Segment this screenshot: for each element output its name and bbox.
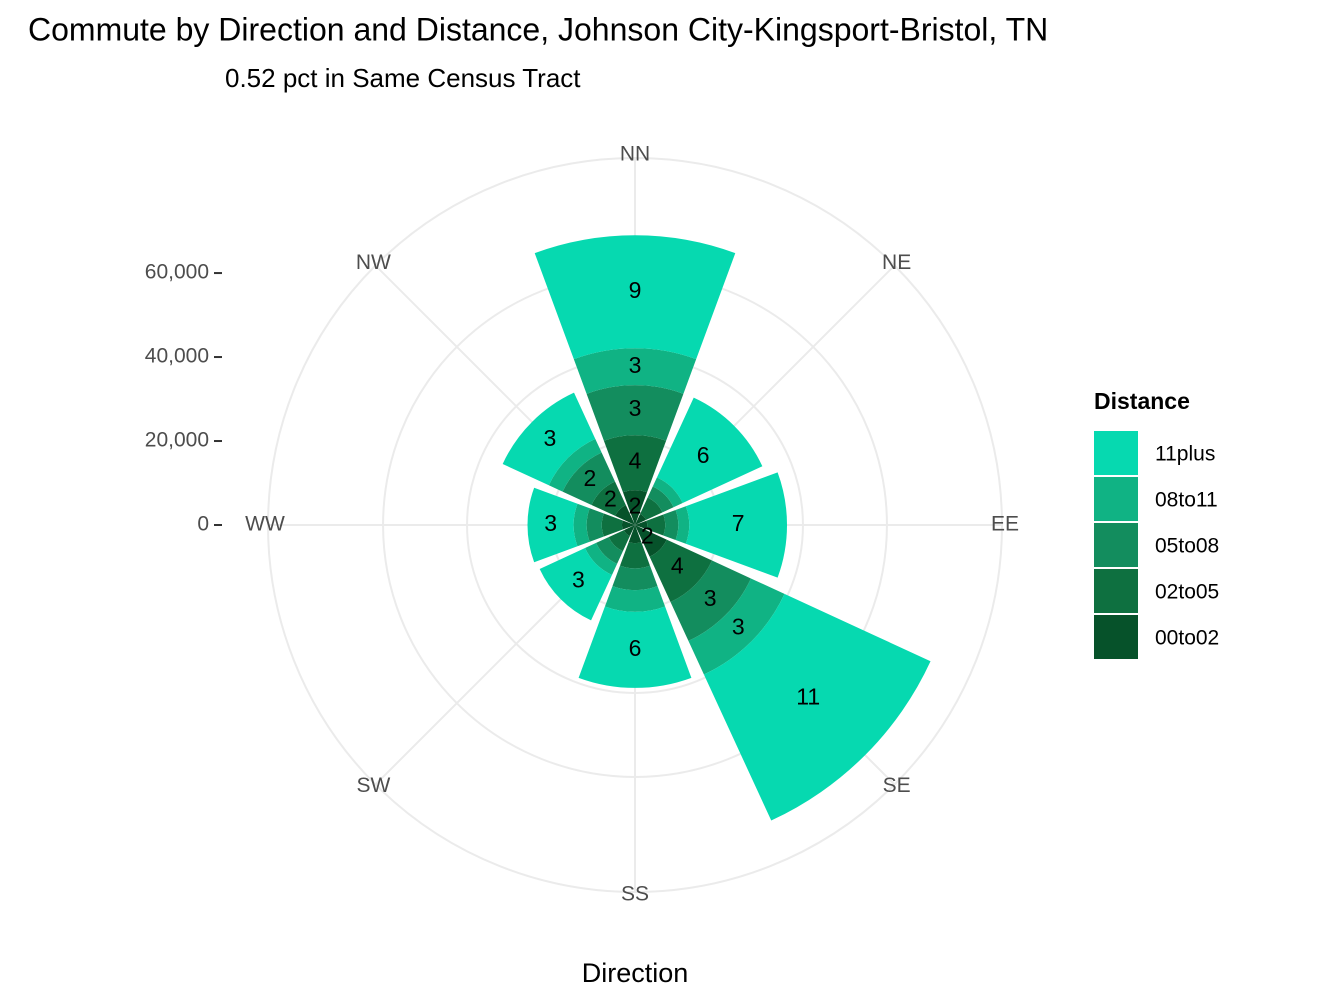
direction-label: SS (621, 883, 649, 906)
wedge-segment (615, 505, 635, 525)
wedge-segment (670, 560, 751, 641)
wedge-segment (628, 525, 642, 544)
wedge-segment (646, 514, 666, 536)
data-label: 2 (583, 465, 596, 491)
y-tick-label: 0 (197, 513, 209, 536)
wedge-segment (685, 472, 788, 578)
direction-label: EE (991, 513, 1019, 536)
data-label: 9 (629, 277, 642, 303)
direction-label: WW (245, 513, 285, 536)
wedge-segment (635, 513, 647, 525)
data-label: 2 (629, 493, 642, 519)
wedge-segment (573, 503, 590, 547)
legend-swatch (1094, 477, 1138, 521)
data-label: 3 (732, 613, 745, 639)
wedge-segment (635, 520, 648, 530)
wedge-segment (608, 530, 630, 552)
legend-swatch (1094, 523, 1138, 567)
wedge-segment (601, 513, 623, 537)
wedge-segment (586, 508, 604, 542)
legend-swatch (1094, 615, 1138, 659)
wedge-segment (578, 606, 692, 688)
wedge-segment (688, 578, 785, 675)
wedge-segment (604, 586, 666, 612)
data-label: 3 (704, 585, 717, 611)
legend-label: 02to05 (1155, 581, 1219, 604)
wedge-segment (622, 490, 648, 525)
x-axis-label: Direction (582, 958, 689, 988)
data-label: 4 (629, 448, 642, 474)
wedge-segment (539, 548, 612, 621)
wedge-segment (675, 506, 690, 544)
data-label: 3 (544, 425, 557, 451)
legend-title: Distance (1094, 388, 1190, 414)
wedge-segment (656, 397, 763, 504)
wedge-segment (534, 235, 736, 360)
legend-swatch (1094, 569, 1138, 613)
direction-label: NE (882, 251, 911, 274)
wedge-segment (585, 542, 618, 575)
wedge-segment (586, 385, 684, 441)
direction-label: NN (620, 143, 650, 166)
legend-label: 11plus (1155, 443, 1215, 466)
wedge-segment (652, 477, 683, 508)
y-tick-label: 40,000 (145, 345, 209, 368)
chart-title: Commute by Direction and Distance, Johns… (28, 11, 1048, 47)
wedge-segment (623, 525, 635, 537)
wedge-segment (640, 497, 663, 520)
wedge-segment (603, 435, 667, 493)
data-label: 3 (629, 395, 642, 421)
direction-label: NW (356, 251, 391, 274)
wedge-segment (502, 392, 596, 486)
wedge-segment (562, 452, 615, 505)
direction-label: SW (356, 774, 390, 797)
wedge-segment (612, 565, 658, 591)
data-label: 3 (629, 352, 642, 378)
wedge-segment (548, 438, 602, 492)
direction-label: SE (883, 774, 911, 797)
legend-swatch (1094, 431, 1138, 475)
data-label: 11 (796, 683, 820, 709)
y-tick-label: 60,000 (145, 261, 209, 284)
data-label: 2 (641, 522, 654, 548)
y-tick-label: 20,000 (145, 429, 209, 452)
legend-label: 05to08 (1155, 535, 1219, 558)
legend-label: 00to02 (1155, 627, 1219, 650)
data-label: 2 (604, 485, 617, 511)
data-label: 6 (697, 442, 710, 468)
data-label: 6 (629, 635, 642, 661)
wedge-segment (635, 525, 667, 557)
wedge-segment (621, 520, 635, 530)
chart-subtitle: 0.52 pct in Same Census Tract (225, 63, 581, 93)
legend-label: 08to11 (1155, 489, 1218, 512)
wedge-segment (573, 348, 697, 394)
data-label: 4 (671, 552, 684, 578)
data-label: 7 (732, 510, 745, 536)
wedge-segment (647, 486, 674, 513)
wedge-segment (591, 481, 626, 516)
wedge-segment (527, 487, 578, 563)
wedge-segment (703, 593, 931, 821)
data-label: 3 (572, 567, 585, 593)
wedge-segment (620, 541, 650, 569)
wedge-segment (649, 539, 713, 603)
wedge-segment (663, 510, 679, 540)
wedge-segment (596, 537, 623, 564)
data-label: 3 (544, 510, 557, 536)
